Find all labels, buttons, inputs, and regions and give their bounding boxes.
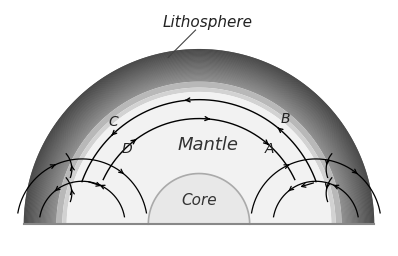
Polygon shape [45, 70, 353, 224]
Polygon shape [37, 62, 361, 224]
Polygon shape [30, 55, 368, 224]
Polygon shape [43, 69, 355, 224]
Polygon shape [54, 79, 344, 224]
Polygon shape [40, 65, 358, 224]
Polygon shape [54, 79, 344, 224]
Polygon shape [44, 69, 354, 224]
Polygon shape [67, 92, 331, 224]
Polygon shape [53, 78, 345, 224]
Polygon shape [36, 61, 362, 224]
Polygon shape [62, 88, 336, 224]
Polygon shape [45, 71, 353, 224]
Polygon shape [24, 49, 374, 224]
Text: Lithosphere: Lithosphere [163, 15, 253, 30]
Polygon shape [55, 81, 343, 224]
Polygon shape [26, 51, 372, 224]
Text: C: C [108, 115, 118, 129]
Polygon shape [41, 66, 357, 224]
Polygon shape [33, 58, 365, 224]
Polygon shape [42, 67, 356, 224]
Text: Mantle: Mantle [177, 136, 238, 154]
Polygon shape [30, 56, 368, 224]
Polygon shape [25, 50, 373, 224]
Polygon shape [27, 53, 371, 224]
Polygon shape [41, 66, 357, 224]
Polygon shape [34, 59, 364, 224]
Polygon shape [28, 53, 370, 224]
Polygon shape [39, 65, 359, 224]
Polygon shape [27, 52, 371, 224]
Polygon shape [43, 68, 355, 224]
Polygon shape [32, 58, 366, 224]
Polygon shape [39, 64, 359, 224]
Polygon shape [57, 82, 341, 224]
Polygon shape [32, 57, 366, 224]
Polygon shape [35, 60, 363, 224]
Polygon shape [35, 60, 363, 224]
Polygon shape [49, 74, 349, 224]
Polygon shape [51, 76, 347, 224]
Polygon shape [33, 59, 365, 224]
Polygon shape [38, 63, 360, 224]
Polygon shape [25, 51, 373, 224]
Polygon shape [45, 70, 353, 224]
Polygon shape [55, 80, 343, 224]
Polygon shape [49, 74, 349, 224]
Polygon shape [148, 174, 250, 224]
Text: Core: Core [181, 193, 217, 208]
Polygon shape [46, 71, 352, 224]
Polygon shape [53, 78, 345, 224]
Polygon shape [48, 73, 350, 224]
Polygon shape [31, 57, 367, 224]
Polygon shape [52, 77, 346, 224]
Polygon shape [47, 72, 351, 224]
Text: D: D [121, 142, 132, 156]
Polygon shape [24, 49, 374, 224]
Polygon shape [51, 77, 347, 224]
Polygon shape [50, 75, 348, 224]
Polygon shape [51, 76, 347, 224]
Text: B: B [280, 112, 290, 125]
Polygon shape [29, 54, 369, 224]
Polygon shape [47, 72, 351, 224]
Polygon shape [39, 64, 359, 224]
Polygon shape [42, 68, 356, 224]
Polygon shape [26, 52, 372, 224]
Polygon shape [31, 56, 367, 224]
Text: A: A [265, 142, 274, 156]
Polygon shape [29, 54, 369, 224]
Polygon shape [37, 62, 361, 224]
Polygon shape [36, 61, 362, 224]
Polygon shape [56, 81, 342, 224]
Polygon shape [48, 73, 350, 224]
